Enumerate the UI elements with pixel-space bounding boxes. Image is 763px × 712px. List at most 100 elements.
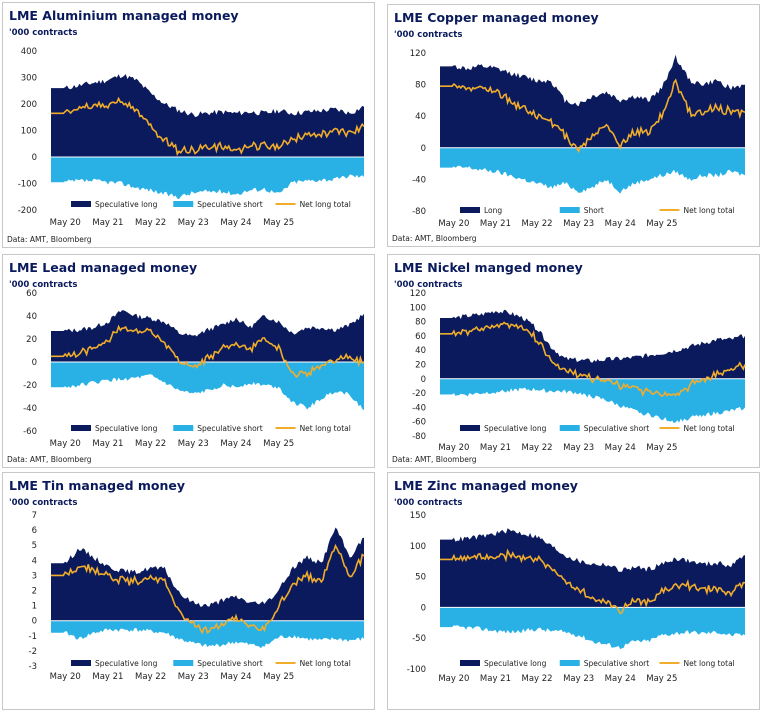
- chart-source: Data: AMT, Bloomberg: [7, 235, 92, 244]
- long-area: [51, 310, 364, 362]
- x-tick-label: May 22: [521, 674, 552, 684]
- y-tick-label: 20: [26, 335, 37, 345]
- y-tick-label: -40: [23, 404, 37, 414]
- legend-label: Net long total: [300, 659, 351, 668]
- y-tick-label: 80: [415, 81, 426, 91]
- y-tick-label: 150: [410, 511, 426, 521]
- y-tick-label: 100: [410, 542, 426, 552]
- legend-label: Speculative short: [197, 424, 262, 433]
- chart-unit: '000 contracts: [9, 280, 78, 290]
- legend-swatch: [460, 207, 480, 213]
- y-tick-label: -40: [412, 175, 426, 185]
- y-tick-label: -80: [412, 432, 426, 442]
- x-tick-label: May 21: [480, 443, 511, 453]
- legend-swatch: [559, 425, 580, 431]
- x-tick-label: May 22: [521, 443, 552, 453]
- y-tick-label: -40: [412, 403, 426, 413]
- chart-svg-aluminium: -200 -100 0 100 200 300 400 May 20 May 21 May 22 M…: [18, 47, 365, 228]
- x-tick-label: May 23: [178, 218, 209, 228]
- legend-label: Speculative short: [584, 424, 649, 433]
- panel-nickel: LME Nickel manged money '000 contracts -…: [387, 254, 760, 468]
- x-tick-label: May 21: [92, 439, 123, 449]
- y-tick-label: 0: [421, 144, 426, 154]
- y-tick-label: 4: [32, 556, 37, 566]
- x-tick-label: May 25: [646, 443, 677, 453]
- net-line: [440, 548, 746, 615]
- x-tick-label: May 24: [220, 439, 251, 449]
- legend-swatch: [460, 425, 480, 431]
- x-tick-label: May 23: [178, 439, 209, 449]
- chart-unit: '000 contracts: [394, 30, 463, 40]
- legend-swatch: [559, 660, 580, 666]
- long-area: [440, 309, 745, 379]
- y-tick-label: 200: [21, 100, 37, 110]
- chart-source: Data: AMT, Bloomberg: [7, 455, 92, 464]
- x-tick-label: May 22: [135, 439, 166, 449]
- chart-title: LME Tin managed money: [9, 478, 186, 493]
- legend-swatch: [173, 201, 194, 207]
- x-tick-label: May 22: [135, 218, 166, 228]
- y-tick-label: 40: [415, 346, 426, 356]
- chart-unit: '000 contracts: [9, 28, 78, 38]
- net-line: [51, 324, 365, 379]
- y-tick-label: 50: [415, 573, 426, 583]
- panel-zinc: LME Zinc managed money '000 contracts -1…: [387, 472, 760, 710]
- net-line: [440, 78, 746, 154]
- chart-title: LME Nickel manged money: [394, 260, 583, 275]
- legend-label: Speculative short: [197, 200, 262, 209]
- y-tick-label: -20: [412, 389, 426, 399]
- x-tick-label: May 25: [646, 219, 677, 229]
- x-tick-label: May 22: [521, 219, 552, 229]
- legend-label: Speculative short: [197, 659, 262, 668]
- chart-title: LME Copper managed money: [394, 10, 599, 25]
- legend-swatch: [173, 425, 194, 431]
- y-tick-label: 60: [26, 289, 37, 299]
- x-tick-label: May 24: [220, 218, 251, 228]
- panel-tin: LME Tin managed money '000 contracts -3-…: [2, 472, 375, 710]
- y-tick-label: 3: [32, 571, 37, 581]
- legend-label: Long: [484, 206, 502, 215]
- net-line: [51, 96, 365, 157]
- long-area: [51, 74, 364, 157]
- short-area: [440, 147, 745, 194]
- y-tick-label: 20: [415, 361, 426, 371]
- y-tick-label: 0: [421, 375, 426, 385]
- y-tick-label: 5: [32, 541, 37, 551]
- x-tick-label: May 23: [563, 219, 594, 229]
- legend-label: Net long total: [684, 424, 735, 433]
- chart-svg-copper: -80 -40 0 40 80 120 May 20 May 21 May 22 May 23 Ma…: [410, 49, 746, 229]
- y-tick-label: 0: [32, 358, 37, 368]
- y-tick-label: 40: [415, 112, 426, 122]
- y-tick-label: 6: [32, 526, 37, 536]
- y-tick-label: -3: [29, 662, 37, 672]
- chart-source: Data: AMT, Bloomberg: [392, 455, 477, 464]
- x-tick-label: May 23: [563, 674, 594, 684]
- y-tick-label: 0: [32, 617, 37, 627]
- x-tick-label: May 23: [178, 672, 209, 682]
- x-tick-label: May 21: [480, 674, 511, 684]
- panel-lead: LME Lead managed money '000 contracts -6…: [2, 254, 375, 468]
- panel-aluminium: LME Aluminium managed money '000 contrac…: [2, 2, 375, 248]
- x-tick-label: May 21: [480, 219, 511, 229]
- x-tick-label: May 25: [263, 439, 294, 449]
- y-tick-label: -60: [23, 427, 37, 437]
- y-tick-label: 100: [21, 127, 37, 137]
- chart-unit: '000 contracts: [394, 280, 463, 290]
- x-tick-label: May 24: [605, 674, 636, 684]
- y-tick-label: -80: [412, 207, 426, 217]
- legend-label: Speculative long: [95, 659, 158, 668]
- short-area: [51, 362, 364, 411]
- y-tick-label: 120: [410, 289, 426, 299]
- y-tick-label: -1: [29, 632, 37, 642]
- y-tick-label: 80: [415, 318, 426, 328]
- y-tick-label: -2: [29, 647, 37, 657]
- y-tick-label: 60: [415, 332, 426, 342]
- short-area: [440, 607, 745, 650]
- x-tick-label: May 21: [92, 672, 123, 682]
- x-tick-label: May 25: [263, 672, 294, 682]
- y-tick-label: -100: [18, 180, 37, 190]
- legend-swatch: [173, 660, 194, 666]
- legend-label: Speculative long: [484, 659, 547, 668]
- y-tick-label: -50: [412, 634, 426, 644]
- chart-svg-nickel: -80 -60 -40 -20 0 20 40 60 80 100 120 May 20 May 21 M…: [410, 289, 746, 453]
